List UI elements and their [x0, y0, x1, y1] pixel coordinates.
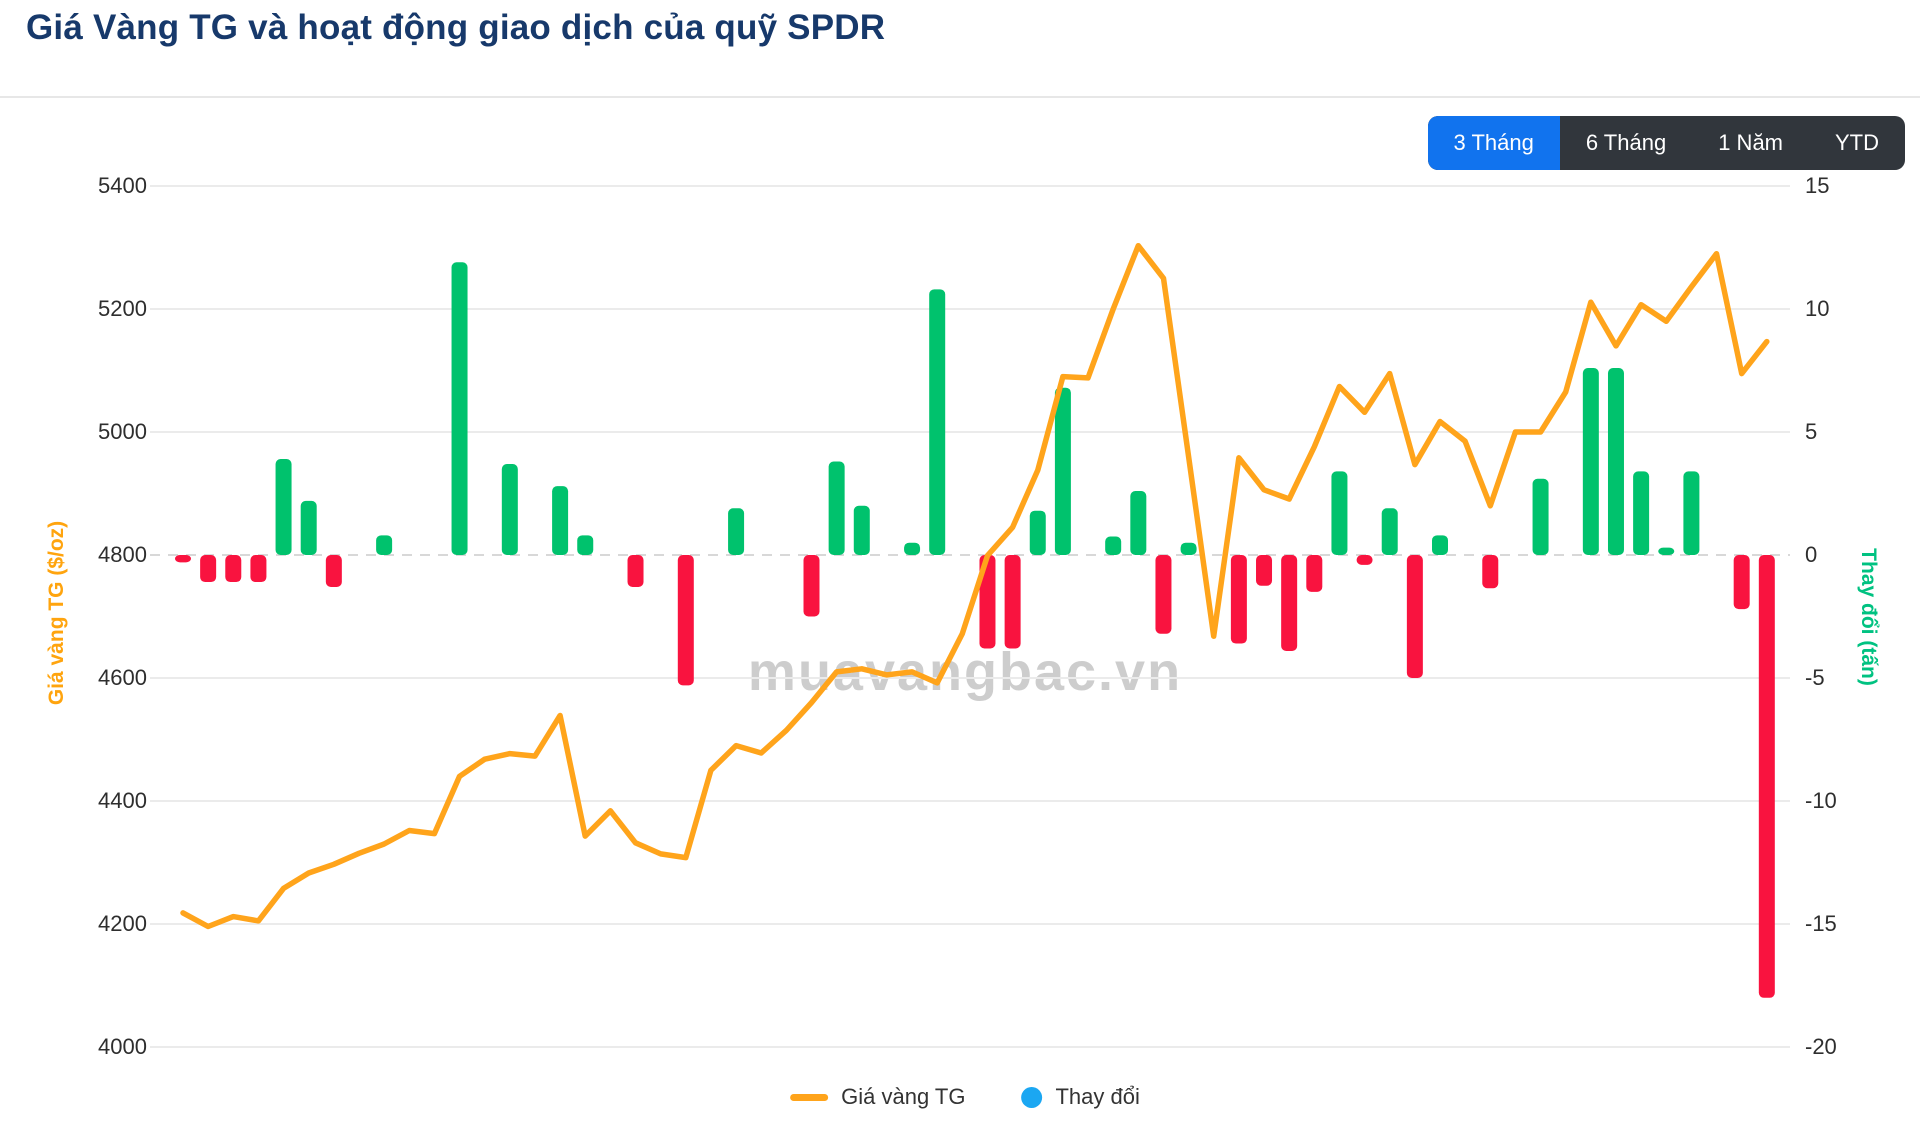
- price-line: [180, 242, 1770, 930]
- change-bar-negative: [803, 555, 820, 617]
- change-bar-positive: [853, 505, 870, 555]
- right-axis-title: Thay đổi (tấn): [1857, 548, 1880, 686]
- legend-label-change: Thay đổi: [1055, 1084, 1140, 1109]
- range-button-group: 3 Tháng 6 Tháng 1 Năm YTD: [1427, 116, 1905, 170]
- change-bar-negative: [677, 555, 694, 686]
- change-bar-negative: [1281, 555, 1298, 651]
- change-bar-positive: [1029, 510, 1046, 555]
- change-bar-negative: [1256, 555, 1273, 586]
- change-bar-negative: [1004, 555, 1021, 649]
- left-axis-tick: 4400: [98, 788, 147, 813]
- change-bar-negative: [250, 555, 267, 583]
- legend: Giá vàng TG Thay đổi: [790, 1084, 1140, 1110]
- change-bar-negative: [1406, 555, 1423, 678]
- change-bar-positive: [1105, 536, 1122, 555]
- left-axis-tick: 5400: [98, 173, 147, 198]
- range-button-3-months[interactable]: 3 Tháng: [1427, 116, 1560, 170]
- change-bar-positive: [1054, 387, 1071, 555]
- legend-circle-marker: [1021, 1086, 1043, 1108]
- range-button-1-year[interactable]: 1 Năm: [1692, 116, 1809, 170]
- left-axis-title: Giá vàng TG ($/oz): [45, 520, 68, 706]
- change-bar-positive: [1432, 535, 1448, 555]
- change-bar-positive: [577, 535, 594, 555]
- change-bar-positive: [501, 463, 518, 555]
- range-button-6-months[interactable]: 6 Tháng: [1560, 116, 1692, 170]
- change-bar-negative: [175, 555, 191, 563]
- change-bar-positive: [728, 508, 745, 555]
- change-bar-negative: [1230, 555, 1247, 644]
- change-bar-negative: [200, 555, 217, 583]
- range-button-ytd[interactable]: YTD: [1809, 116, 1905, 170]
- left-axis-tick: 4000: [98, 1034, 147, 1059]
- change-bar-positive: [1683, 471, 1700, 555]
- change-bar-positive: [1331, 471, 1348, 555]
- change-bar-positive: [1607, 368, 1624, 555]
- change-bar-negative: [627, 555, 644, 587]
- change-bar-negative: [225, 555, 242, 583]
- right-axis-tick: -20: [1805, 1034, 1837, 1059]
- right-axis-tick: -10: [1805, 788, 1837, 813]
- right-axis-tick: 5: [1805, 419, 1818, 444]
- left-axis-tick: 4600: [98, 665, 147, 690]
- right-axis-tick: 15: [1805, 173, 1830, 198]
- change-bar-positive: [552, 486, 569, 555]
- left-axis-tick: 5000: [98, 419, 147, 444]
- change-bar-positive: [828, 461, 845, 555]
- change-bar-positive: [376, 535, 393, 555]
- change-bar-positive: [1381, 508, 1398, 555]
- legend-line-marker: [790, 1093, 829, 1101]
- change-bar-positive: [275, 459, 292, 555]
- change-bar-positive: [300, 500, 317, 555]
- change-bar-positive: [1532, 478, 1549, 555]
- change-bar-positive: [904, 542, 921, 555]
- change-bar-negative: [1356, 555, 1373, 565]
- legend-item-change[interactable]: Thay đổi: [1021, 1084, 1140, 1110]
- change-bar-negative: [979, 555, 996, 649]
- change-bar-positive: [1582, 368, 1599, 555]
- right-axis-tick: 10: [1805, 296, 1830, 321]
- change-bar-positive: [1658, 547, 1675, 555]
- change-bar-negative: [1733, 555, 1750, 610]
- right-axis-tick: -15: [1805, 911, 1837, 936]
- change-bar-negative: [1155, 555, 1172, 634]
- change-bar-negative: [1482, 555, 1499, 589]
- title-divider: [0, 96, 1920, 98]
- left-axis-tick: 5200: [98, 296, 147, 321]
- change-bar-positive: [929, 289, 946, 555]
- change-bar-positive: [1130, 491, 1147, 555]
- change-bar-negative: [1758, 555, 1775, 998]
- change-bar-positive: [1633, 471, 1650, 555]
- right-axis-tick: 0: [1805, 542, 1818, 567]
- change-bar-positive: [451, 262, 468, 555]
- change-bar-positive: [1180, 542, 1197, 555]
- right-axis-tick: -5: [1805, 665, 1825, 690]
- left-axis-tick: 4200: [98, 911, 147, 936]
- page-title: Giá Vàng TG và hoạt động giao dịch của q…: [26, 8, 886, 47]
- left-axis-tick: 4800: [98, 542, 147, 567]
- legend-item-gold-price[interactable]: Giá vàng TG: [790, 1084, 965, 1110]
- legend-label-gold-price: Giá vàng TG: [841, 1084, 966, 1109]
- change-bar-negative: [325, 555, 342, 587]
- change-bar-negative: [1306, 555, 1323, 592]
